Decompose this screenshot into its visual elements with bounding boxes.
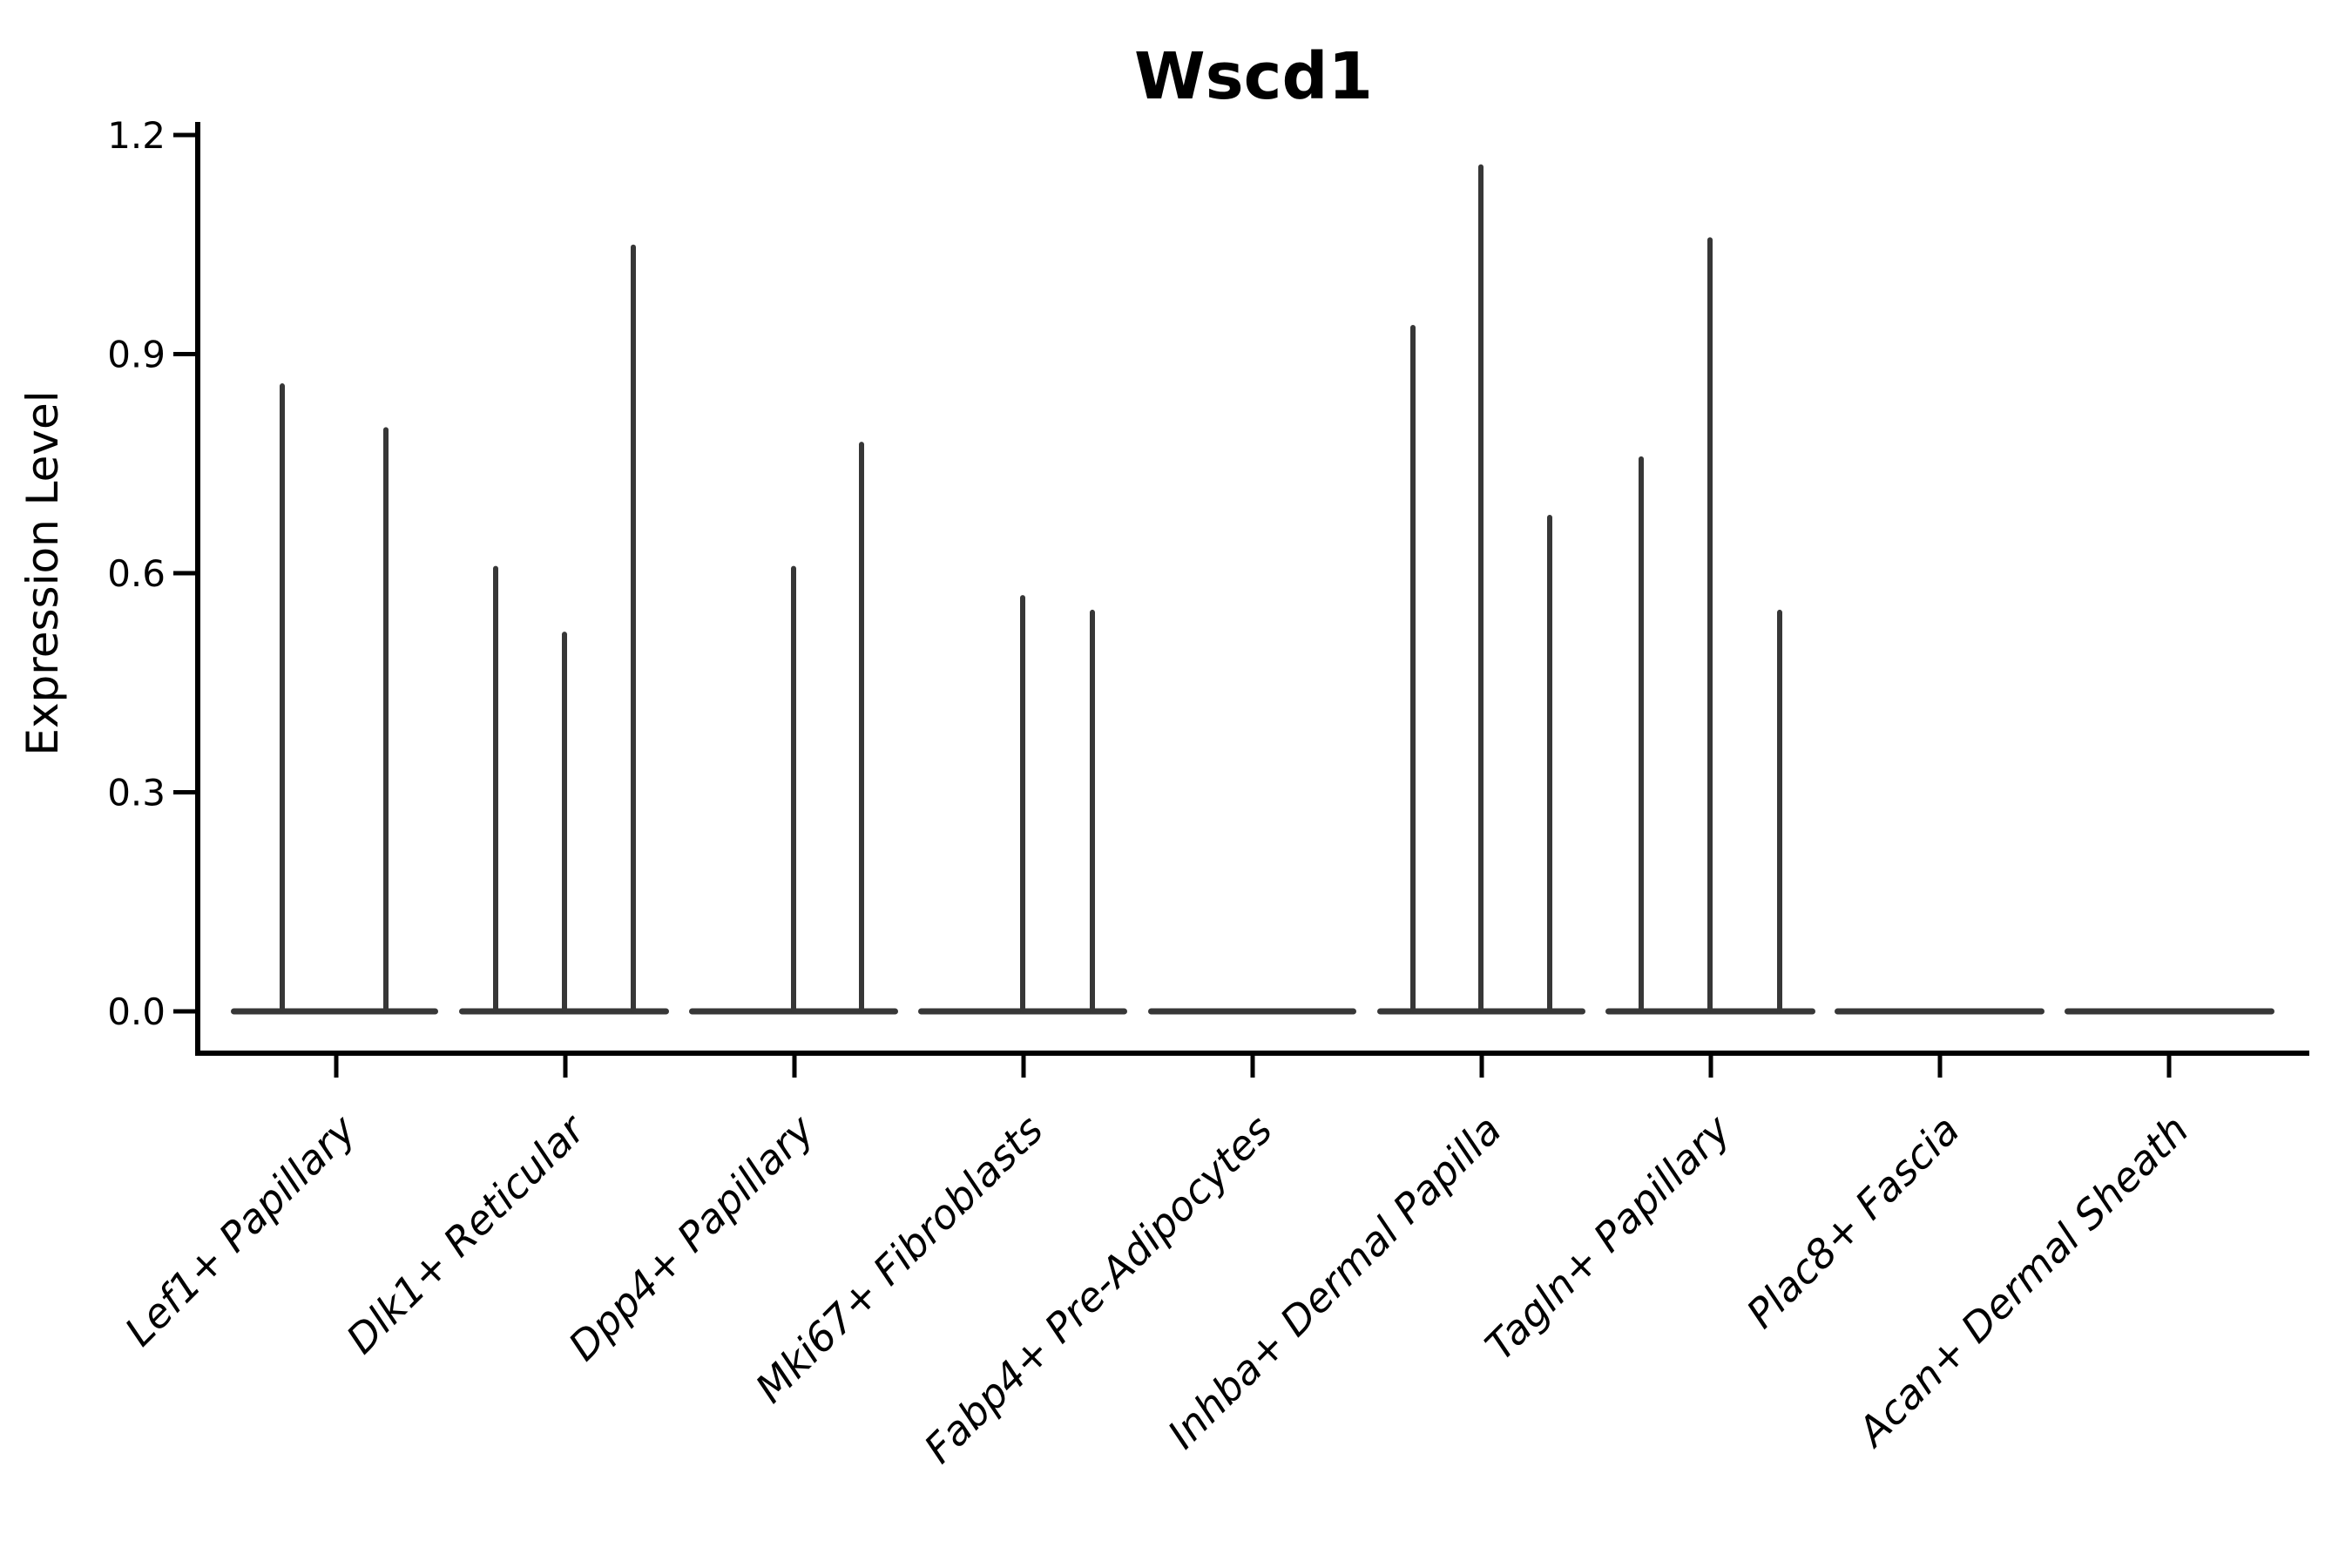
y-tick-label: 1.2 (107, 114, 166, 157)
violin-base (231, 1008, 438, 1015)
violin-group-container (231, 164, 2274, 1015)
y-tick-label: 0.3 (107, 772, 166, 814)
violin-base (2065, 1008, 2274, 1015)
y-tick-label: 0.9 (107, 334, 166, 376)
y-tick-label: 0.0 (107, 990, 166, 1033)
y-tick-label: 0.6 (107, 552, 166, 595)
y-axis-label: Expression Level (17, 390, 68, 755)
violin-base (1148, 1008, 1356, 1015)
chart-title: Wscd1 (1134, 39, 1373, 114)
violin-base (1835, 1008, 2044, 1015)
